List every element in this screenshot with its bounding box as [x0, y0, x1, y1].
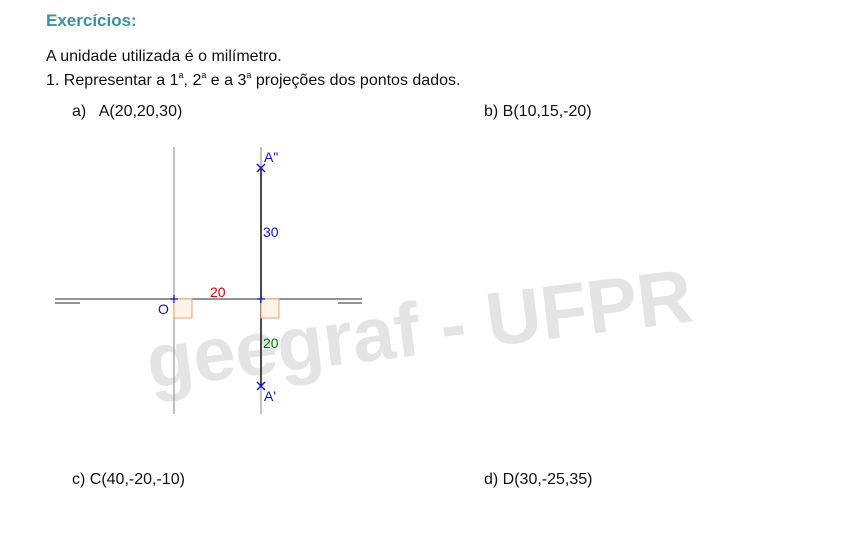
instruction-mid-2: e a 3	[206, 72, 247, 89]
dimension-x-label: 20	[210, 284, 226, 300]
exercise-b: b) B(10,15,-20)	[484, 103, 592, 120]
right-angle-mark-origin	[173, 298, 193, 319]
ordinal-sup-1: a	[178, 70, 184, 80]
exercise-c: c) C(40,-20,-10)	[72, 471, 185, 488]
exercise-a-point: A(20,20,30)	[98, 103, 183, 120]
page-heading: Exercícios:	[46, 11, 137, 30]
instruction-mid-1: , 2	[183, 72, 202, 89]
exercise-a: a) A(20,20,30)	[72, 103, 182, 121]
instruction: 1. Representar a 1a, 2a e a 3a projeções…	[46, 70, 460, 90]
exercise-d: d) D(30,-25,35)	[484, 471, 593, 488]
ordinal-sup-2: a	[201, 70, 207, 80]
point-h-label: A'	[264, 388, 276, 404]
exercise-a-label: a)	[72, 103, 87, 120]
point-h-cross-b	[256, 381, 266, 391]
origin-label: O	[158, 301, 169, 317]
right-angle-mark-point	[260, 298, 280, 319]
ordinal-sup-3: a	[246, 70, 252, 80]
point-v-label: A"	[264, 149, 278, 165]
instruction-suffix: projeções dos pontos dados.	[251, 72, 461, 89]
unit-note: A unidade utilizada é o milímetro.	[46, 48, 282, 65]
dimension-z-label: 30	[263, 224, 279, 240]
instruction-prefix: 1. Representar a 1	[46, 72, 179, 89]
point-v-cross-b	[256, 163, 266, 173]
dimension-y-label: 20	[263, 335, 279, 351]
